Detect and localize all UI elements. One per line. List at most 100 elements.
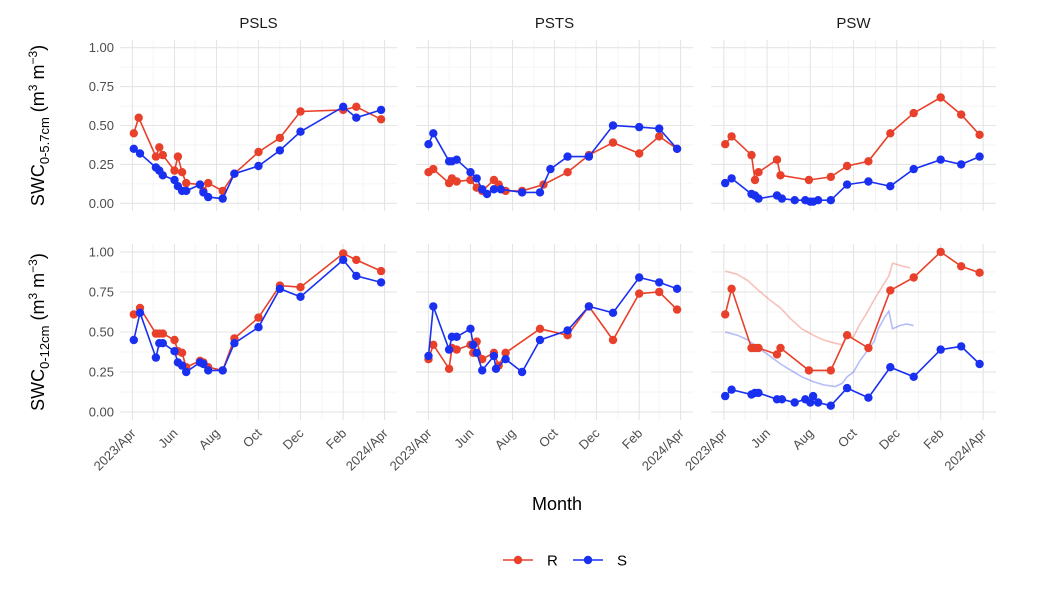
series-R-point xyxy=(655,132,664,141)
series-R-point xyxy=(352,255,361,265)
series-S-point xyxy=(496,185,505,194)
x-tick-label: Oct xyxy=(240,425,265,450)
y-axis-title-part: 3 xyxy=(26,84,40,91)
series-R-point xyxy=(776,171,785,180)
y-axis-title: SWC0-5.7cm (m3 m−3) xyxy=(26,45,52,206)
series-R-point xyxy=(452,345,461,354)
series-S-point xyxy=(635,122,644,132)
series-S-point xyxy=(790,398,799,407)
x-tick-label: 2023/Apr xyxy=(387,425,435,473)
panel-r0-c0 xyxy=(120,40,397,211)
x-tick-label: 2023/Apr xyxy=(91,425,139,473)
series-S-point xyxy=(842,383,852,393)
series-S-point xyxy=(721,391,730,401)
series-S-point xyxy=(842,180,852,189)
series-S-point xyxy=(296,292,305,301)
series-S-point xyxy=(254,161,263,171)
series-S-point xyxy=(296,127,305,136)
x-tick-label: 2023/Apr xyxy=(682,425,730,473)
series-S-point xyxy=(275,284,285,293)
x-tick-label: Jun xyxy=(748,426,773,451)
series-R-point xyxy=(886,286,895,295)
series-S-point xyxy=(808,391,818,401)
series-R-point xyxy=(134,113,143,122)
series-R-point xyxy=(747,150,756,160)
series-S-point xyxy=(218,366,227,375)
series-R-point xyxy=(254,313,263,322)
series-S-point xyxy=(452,332,461,341)
x-axis-title: Month xyxy=(532,494,582,514)
x-tick-label: Aug xyxy=(789,426,816,453)
series-S-point xyxy=(182,186,191,196)
series-S-point xyxy=(790,196,799,205)
facet-data-r1-c0 xyxy=(129,249,386,377)
y-axis-title-part: 0-5.7cm xyxy=(37,117,52,164)
y-axis-title-part: SWC xyxy=(28,369,48,411)
x-tick-label: Feb xyxy=(619,426,645,452)
series-R-point xyxy=(754,343,763,353)
series-R-point xyxy=(170,335,179,345)
series-R-point xyxy=(129,129,138,138)
series-S-point xyxy=(129,144,138,153)
series-S-point xyxy=(489,351,499,361)
series-S-point xyxy=(129,335,138,345)
series-R-point xyxy=(842,161,852,171)
series-R-point xyxy=(727,284,736,293)
x-tick-label: 2024/Apr xyxy=(639,425,687,473)
series-S-point xyxy=(826,401,835,410)
y-axis-title-part: −3 xyxy=(26,259,40,273)
series-S-point xyxy=(424,351,433,361)
x-tick-label: Dec xyxy=(576,425,603,452)
facet-data-r0-c2 xyxy=(721,93,984,206)
y-tick-label: 0.75 xyxy=(89,79,114,94)
series-S-point xyxy=(204,366,213,375)
series-S-point xyxy=(230,339,239,348)
series-R-continuous-line xyxy=(724,262,911,346)
series-R-point xyxy=(608,138,618,147)
strip-title-psls: PSLS xyxy=(239,15,277,32)
series-R-point xyxy=(501,348,510,357)
series-S-point xyxy=(535,188,545,197)
y-tick-label: 0.00 xyxy=(89,405,114,420)
series-S-point xyxy=(975,152,984,161)
series-S-point xyxy=(826,196,835,205)
series-S-point xyxy=(727,385,736,394)
facet-data-r0-c1 xyxy=(424,121,682,199)
series-R-point xyxy=(975,268,984,277)
y-tick-label: 0.25 xyxy=(89,365,114,380)
series-S-point xyxy=(635,273,644,282)
series-S-point xyxy=(936,155,945,164)
series-R-point xyxy=(727,132,736,141)
series-R-point xyxy=(158,150,167,160)
series-R-point xyxy=(635,149,644,158)
series-S-point xyxy=(218,194,227,203)
series-S-point xyxy=(469,340,478,349)
series-R-point xyxy=(909,108,918,118)
y-tick-label: 0.00 xyxy=(89,196,114,211)
x-tick-label: Dec xyxy=(280,425,307,452)
series-S-point xyxy=(517,367,527,377)
series-S-point xyxy=(339,102,348,112)
series-R-point xyxy=(158,329,167,338)
series-S-point xyxy=(813,398,823,407)
series-S-point xyxy=(230,169,239,178)
series-S-point xyxy=(584,152,594,161)
series-S-point xyxy=(482,189,492,199)
series-S-point xyxy=(170,175,179,185)
series-S-point xyxy=(429,302,438,311)
y-tick-label: 0.25 xyxy=(89,157,114,172)
series-R-point xyxy=(936,93,945,102)
series-S-point xyxy=(489,185,499,194)
legend-key-point xyxy=(513,555,523,565)
series-S-point xyxy=(478,366,487,375)
series-S-point xyxy=(199,359,208,369)
series-S-point xyxy=(754,388,763,398)
series-R-point xyxy=(296,283,305,292)
series-S-point xyxy=(754,194,763,203)
series-S-point xyxy=(957,160,966,169)
series-S-point xyxy=(195,180,205,189)
y-axis-title-part: ) xyxy=(28,253,48,259)
